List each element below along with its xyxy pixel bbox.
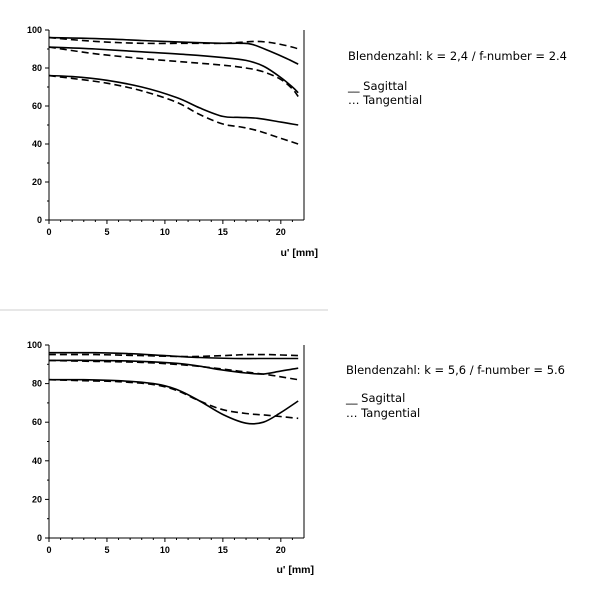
x-axis-title: u' [mm] [281,247,319,259]
x-tick-label: 5 [104,227,109,237]
tangential-series-line [48,378,299,420]
x-tick-label: 15 [218,227,228,237]
y-tick-label: 80 [32,63,42,73]
y-tick-label: 60 [32,101,42,111]
x-tick-label: 20 [276,545,286,555]
tangential-series-line [48,353,299,358]
y-tick-label: 60 [32,417,42,427]
y-tick-label: 0 [37,533,42,543]
tangential-series-line [48,74,299,145]
x-tick-label: 0 [46,227,51,237]
sagittal-series-line [48,46,299,94]
sagittal-series-line [48,36,299,65]
y-tick-label: 0 [37,215,42,225]
tangential-series-line [48,359,299,381]
tangential-series-line [48,36,299,50]
y-tick-label: 40 [32,456,42,466]
y-tick-label: 20 [32,177,42,187]
x-tick-label: 20 [276,227,286,237]
tangential-series-line [48,46,299,97]
y-tick-label: 20 [32,494,42,504]
x-axis-title: u' [mm] [277,564,315,576]
sagittal-series-line [48,359,299,375]
y-tick-label: 100 [27,25,42,35]
sagittal-series-line [48,378,299,425]
f-number-annotation: Blendenzahl: k = 5,6 / f-number = 5.6 [346,363,565,377]
legend-sagittal: __ Sagittal [345,391,405,405]
legend-tangential: … Tangential [346,406,420,420]
x-tick-label: 0 [46,545,51,555]
x-tick-label: 10 [160,227,170,237]
sagittal-series-line [48,351,299,360]
x-tick-label: 15 [218,545,228,555]
y-tick-label: 80 [32,379,42,389]
x-tick-label: 5 [104,545,109,555]
x-tick-label: 10 [160,545,170,555]
y-tick-label: 40 [32,139,42,149]
y-tick-label: 100 [27,340,42,350]
sagittal-series-line [48,74,299,126]
legend-sagittal: __ Sagittal [347,79,407,93]
legend-tangential: … Tangential [348,93,422,107]
f-number-annotation: Blendenzahl: k = 2,4 / f-number = 2.4 [348,49,567,63]
